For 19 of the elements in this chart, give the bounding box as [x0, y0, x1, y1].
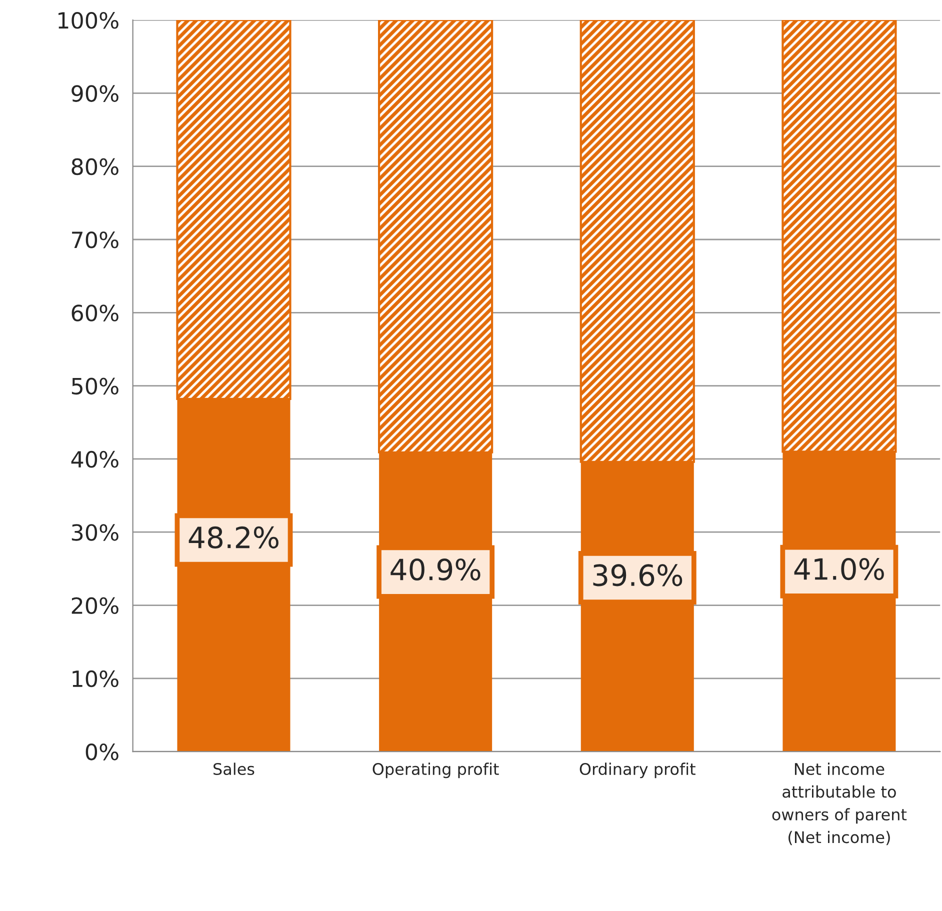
y-tick-label: 70% [72, 231, 118, 248]
y-tick-label: 90% [72, 85, 118, 102]
y-tick-label: 60% [72, 304, 118, 322]
y-tick-label: 0% [86, 744, 118, 760]
data-label: 40.9% [390, 558, 480, 581]
x-tick-label: Ordinary profit [580, 762, 696, 778]
x-tick-label: Sales [214, 762, 254, 776]
y-tick-label: 20% [72, 597, 118, 614]
y-tick-label: 100% [58, 12, 118, 29]
y-tick-label: 80% [72, 158, 118, 176]
y-tick-label: 30% [72, 524, 118, 541]
x-tick-label: Net income attributable to owners of parent (Net income) [772, 762, 907, 846]
data-label: 41.0% [794, 558, 884, 580]
x-tick-label: Operating profit [372, 762, 499, 778]
y-tick-label: 40% [71, 450, 118, 468]
y-tick-label: 50% [72, 378, 118, 395]
y-tick-label: 10% [72, 670, 118, 688]
data-label: 48.2% [188, 526, 278, 548]
data-label: 39.6% [593, 564, 682, 586]
